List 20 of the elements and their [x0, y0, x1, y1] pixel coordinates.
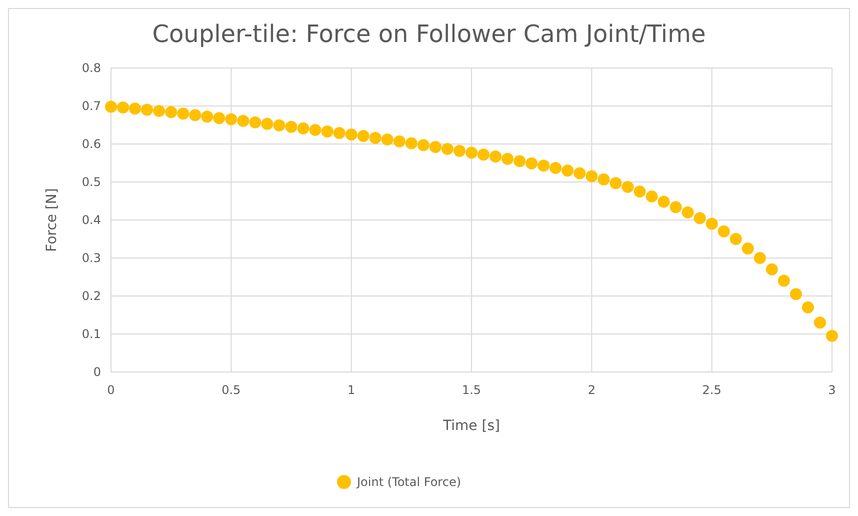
x-tick-label: 2 — [588, 383, 596, 397]
legend-label: Joint (Total Force) — [356, 475, 462, 489]
x-tick-label: 1 — [348, 383, 356, 397]
x-tick-label: 3 — [828, 383, 836, 397]
chart-title: Coupler-tile: Force on Follower Cam Joint/Time — [152, 20, 706, 48]
x-tick-label: 2.5 — [702, 383, 722, 397]
y-tick-label: 0.2 — [82, 289, 101, 304]
y-tick-label: 0 — [93, 365, 101, 380]
y-tick-label: 0.7 — [82, 99, 101, 114]
x-axis-title: Time [s] — [442, 418, 500, 434]
y-axis-title: Force [N] — [44, 188, 60, 252]
x-tick-label: 0 — [107, 383, 115, 397]
y-tick-label: 0.5 — [82, 175, 101, 190]
y-tick-label: 0.6 — [82, 137, 101, 152]
x-tick-label: 0.5 — [222, 383, 241, 397]
y-tick-label: 0.3 — [82, 251, 101, 266]
y-tick-label: 0.4 — [82, 213, 101, 228]
y-tick-label: 0.1 — [82, 327, 101, 342]
y-tick-label: 0.8 — [82, 61, 101, 76]
x-tick-label: 1.5 — [462, 383, 482, 397]
